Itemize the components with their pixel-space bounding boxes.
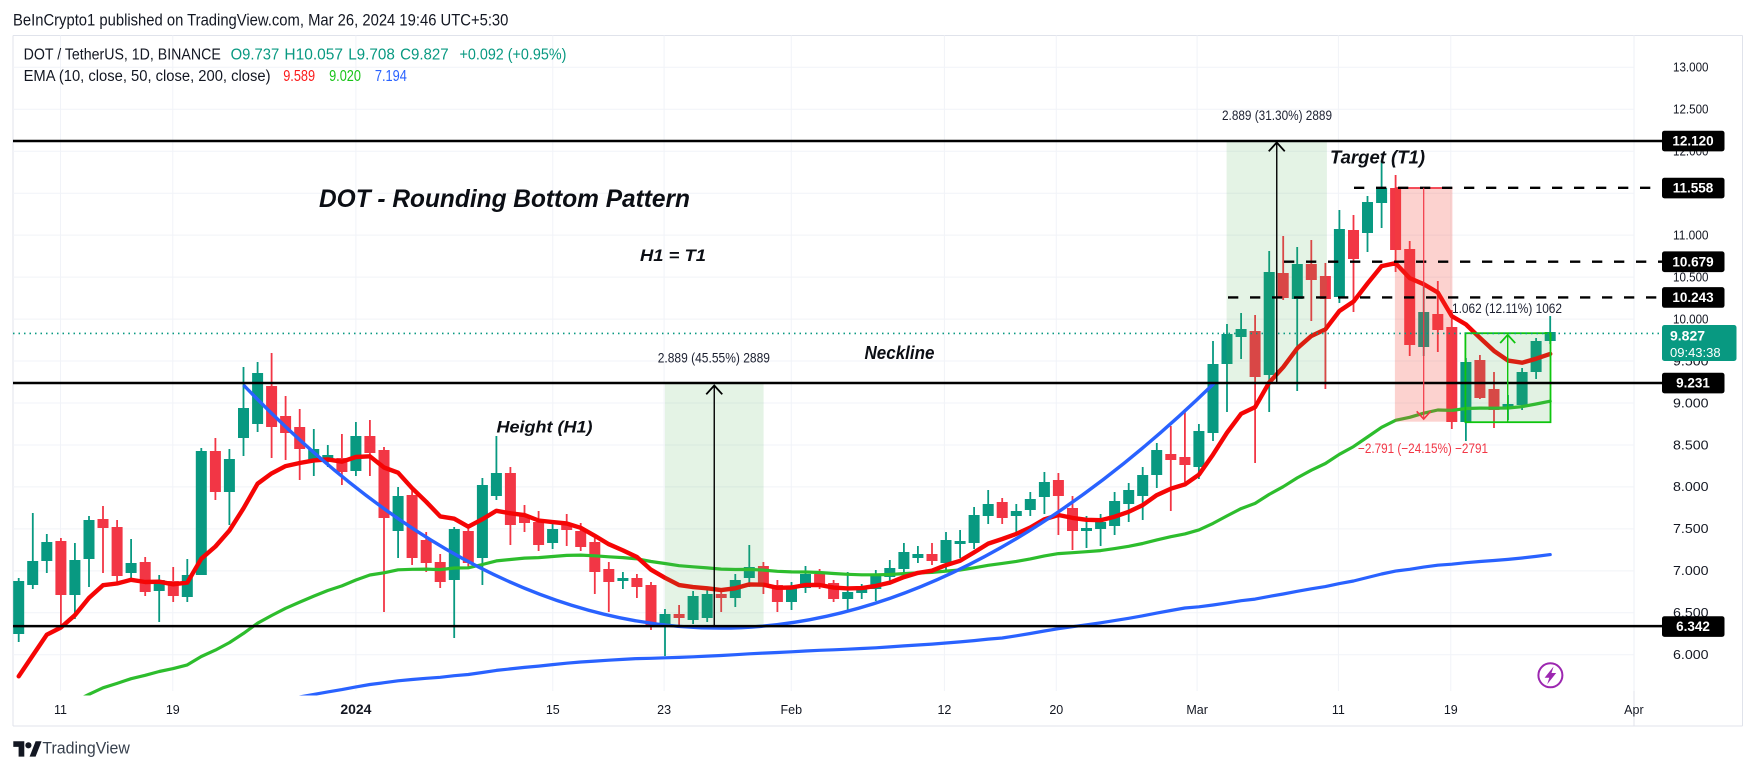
svg-text:15: 15 [546,703,560,717]
svg-text:9.000: 9.000 [1673,396,1709,410]
svg-text:DOT - Rounding Bottom Pattern: DOT - Rounding Bottom Pattern [319,185,690,213]
svg-text:19: 19 [166,703,180,717]
svg-text:−2.791 (−24.15%) −2791: −2.791 (−24.15%) −2791 [1358,441,1488,456]
svg-text:8.500: 8.500 [1673,438,1709,452]
svg-text:DOT / TetherUS, 1D, BINANCE: DOT / TetherUS, 1D, BINANCE [24,47,221,64]
svg-text:10.679: 10.679 [1672,254,1713,269]
svg-text:BeInCrypto1 published on Tradi: BeInCrypto1 published on TradingView.com… [13,12,508,30]
svg-text:9.589: 9.589 [283,68,315,85]
svg-text:12.500: 12.500 [1673,103,1709,117]
svg-text:9.020: 9.020 [329,68,361,85]
svg-text:19: 19 [1444,703,1458,717]
svg-text:H1 = T1: H1 = T1 [640,246,706,265]
svg-text:11.000: 11.000 [1673,228,1709,242]
svg-text:Target (T1): Target (T1) [1330,148,1425,168]
svg-text:9.231: 9.231 [1676,376,1710,391]
svg-text:2.889 (45.55%) 2889: 2.889 (45.55%) 2889 [658,351,770,366]
svg-text:10.500: 10.500 [1673,270,1709,284]
svg-text:2.889 (31.30%) 2889: 2.889 (31.30%) 2889 [1222,108,1332,123]
svg-text:6.342: 6.342 [1676,619,1710,634]
svg-text:Apr: Apr [1624,703,1643,717]
svg-text:12.120: 12.120 [1672,134,1713,149]
svg-text:O9.737: O9.737 [231,47,280,64]
svg-text:11: 11 [54,703,67,717]
svg-text:23: 23 [657,703,671,717]
svg-text:12: 12 [937,703,951,717]
svg-text:20: 20 [1049,703,1063,717]
svg-text:7.194: 7.194 [375,68,407,85]
svg-text:Height (H1): Height (H1) [497,418,593,437]
svg-text:Mar: Mar [1186,703,1208,717]
svg-text:1.062 (12.11%) 1062: 1.062 (12.11%) 1062 [1452,301,1562,316]
svg-text:C9.827: C9.827 [400,47,449,64]
svg-text:09:43:38: 09:43:38 [1670,345,1721,360]
svg-text:EMA (10, close, 50, close, 200: EMA (10, close, 50, close, 200, close) [24,68,271,85]
svg-text:H10.057: H10.057 [284,47,343,64]
svg-text:10.243: 10.243 [1672,290,1714,305]
svg-text:13.000: 13.000 [1673,61,1709,75]
svg-text:11: 11 [1332,703,1345,717]
svg-text:7.000: 7.000 [1673,564,1709,578]
svg-text:11.558: 11.558 [1673,181,1714,196]
svg-text:+0.092 (+0.95%): +0.092 (+0.95%) [460,47,567,64]
svg-text:2024: 2024 [340,701,371,717]
svg-text:Feb: Feb [781,703,803,717]
svg-text:L9.708: L9.708 [348,47,395,64]
svg-text:6.000: 6.000 [1673,648,1709,662]
svg-text:Neckline: Neckline [865,343,935,363]
svg-text:7.500: 7.500 [1673,522,1709,536]
svg-text:9.827: 9.827 [1670,328,1705,344]
svg-text:10.000: 10.000 [1673,312,1709,326]
svg-text:8.000: 8.000 [1673,480,1709,494]
svg-text:TradingView: TradingView [42,740,130,758]
